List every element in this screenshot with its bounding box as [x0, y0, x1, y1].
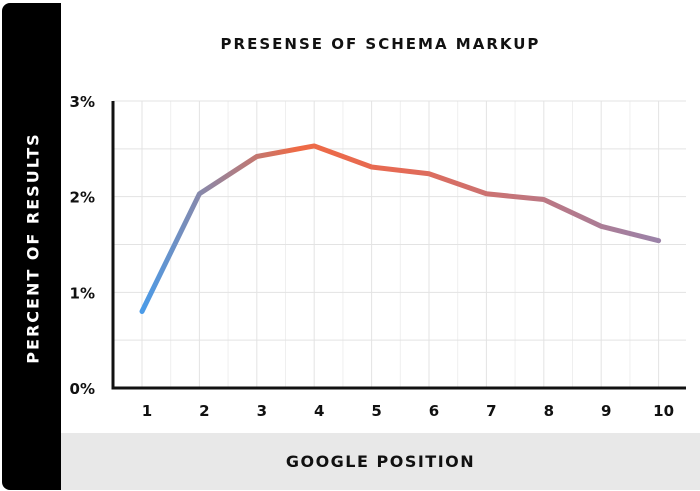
x-axis-label: GOOGLE POSITION [285, 452, 476, 471]
x-tick-label: 7 [486, 402, 496, 420]
series-line [139, 143, 662, 314]
y-tick-label: 3% [70, 93, 95, 111]
x-tick-label: 1 [142, 402, 152, 420]
y-tick-label: 1% [70, 284, 95, 302]
x-axis-label-band: GOOGLE POSITION [61, 433, 700, 490]
x-tick-labels: 1 2 3 4 5 6 7 8 9 10 [142, 402, 674, 420]
grid [113, 100, 686, 388]
x-tick-label: 10 [653, 402, 674, 420]
x-tick-label: 3 [257, 402, 267, 420]
chart-title: PRESENSE OF SCHEMA MARKUP [220, 35, 541, 53]
x-tick-label: 9 [601, 402, 611, 420]
x-tick-label: 8 [544, 402, 554, 420]
series-layer [139, 143, 662, 314]
x-tick-label: 4 [314, 402, 324, 420]
axes [111, 101, 686, 390]
x-tick-label: 5 [371, 402, 381, 420]
x-tick-label: 6 [429, 402, 439, 420]
y-axis-label-band: PERCENT OF RESULTS [2, 3, 61, 490]
x-tick-label: 2 [199, 402, 209, 420]
y-tick-label: 0% [70, 380, 95, 398]
y-tick-label: 2% [70, 189, 95, 207]
y-tick-labels: 0% 1% 2% 3% [70, 93, 95, 398]
